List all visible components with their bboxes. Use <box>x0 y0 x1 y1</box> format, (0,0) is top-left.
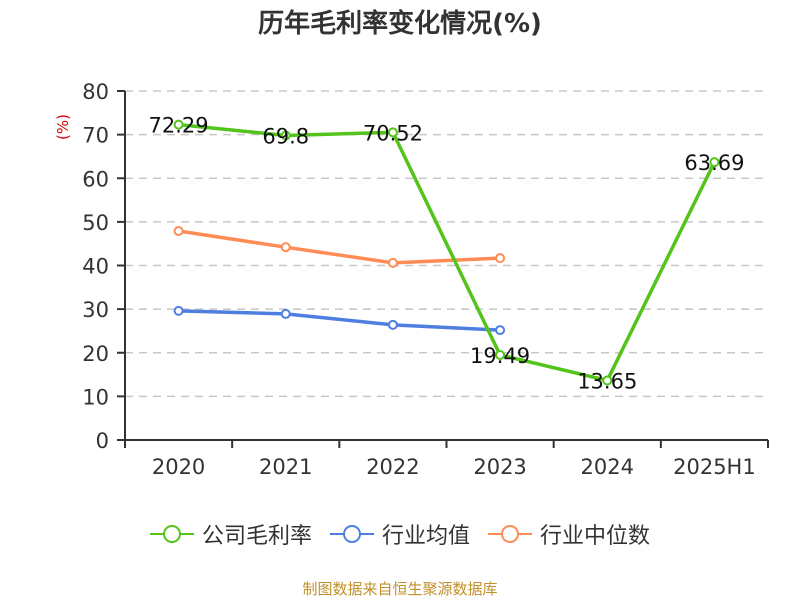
y-tick-label: 30 <box>82 298 109 322</box>
legend-item-industry-avg[interactable]: 行业均值 <box>329 518 470 550</box>
y-axis-unit-label: (%) <box>54 114 72 140</box>
x-tick-label: 2020 <box>152 455 205 479</box>
y-tick-label: 80 <box>82 80 109 104</box>
data-point <box>173 226 184 237</box>
data-point <box>173 119 184 130</box>
data-point <box>709 157 720 168</box>
x-tick-label: 2025H1 <box>673 455 756 479</box>
y-tick-label: 0 <box>96 429 109 453</box>
data-label: 63.69 <box>684 151 744 175</box>
data-label: 70.52 <box>363 121 423 145</box>
data-point <box>387 127 398 138</box>
x-tick-label: 2021 <box>259 455 312 479</box>
legend-marker-icon <box>149 525 194 543</box>
data-label: 69.8 <box>262 124 309 148</box>
legend-marker-icon <box>329 525 374 543</box>
legend-label: 行业中位数 <box>540 524 651 549</box>
legend-item-company[interactable]: 公司毛利率 <box>149 518 312 550</box>
data-label: 13.65 <box>577 369 637 393</box>
legend: 公司毛利率 行业均值 行业中位数 <box>0 518 800 550</box>
data-point <box>280 242 291 253</box>
y-tick-label: 40 <box>82 255 109 279</box>
data-label: 72.29 <box>149 114 209 138</box>
data-point <box>495 253 506 264</box>
data-label: 19.49 <box>470 344 530 368</box>
data-point <box>387 319 398 330</box>
data-point <box>387 257 398 268</box>
source-note: 制图数据来自恒生聚源数据库 <box>302 580 498 598</box>
data-point <box>280 308 291 319</box>
data-point <box>280 130 291 141</box>
y-tick-label: 70 <box>82 124 109 148</box>
data-point <box>495 349 506 360</box>
y-tick-label: 50 <box>82 211 109 235</box>
x-tick-label: 2022 <box>366 455 419 479</box>
series-line <box>178 229 501 265</box>
data-point <box>602 375 613 386</box>
chart-title: 历年毛利率变化情况(%) <box>258 9 542 39</box>
x-tick-label: 2024 <box>581 455 634 479</box>
legend-label: 行业均值 <box>381 524 470 549</box>
x-tick-label: 2023 <box>473 455 526 479</box>
y-tick-label: 20 <box>82 342 109 366</box>
legend-marker-icon <box>488 525 532 543</box>
y-tick-label: 10 <box>82 385 109 409</box>
data-point <box>495 325 506 336</box>
y-tick-label: 60 <box>82 167 109 191</box>
series-line <box>178 122 716 383</box>
legend-item-industry-median[interactable]: 行业中位数 <box>488 518 650 550</box>
data-point <box>173 305 184 316</box>
series-line <box>178 309 501 332</box>
legend-label: 公司毛利率 <box>201 524 312 549</box>
